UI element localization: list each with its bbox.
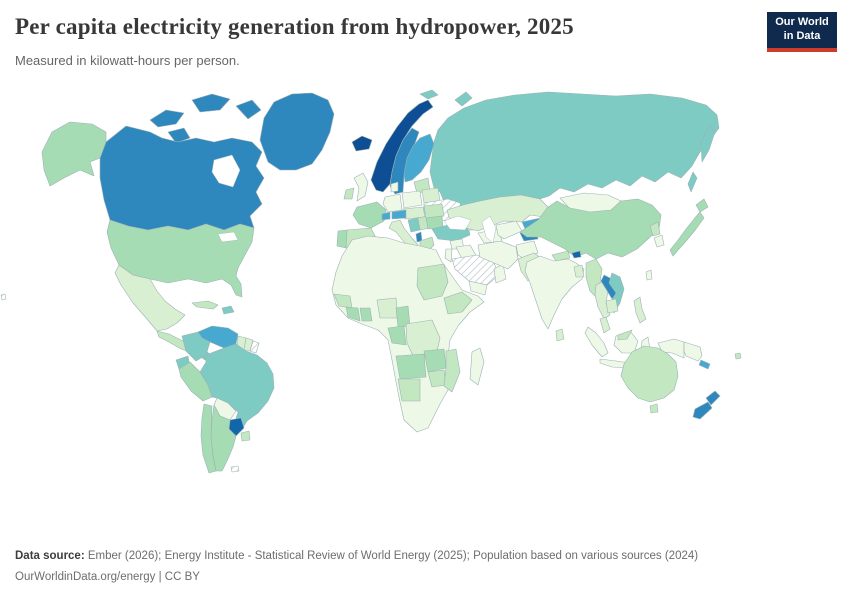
region-sudan[interactable] [416, 263, 449, 301]
chart-footer: Data source: Ember (2026); Energy Instit… [15, 546, 698, 587]
region-poland[interactable] [401, 190, 423, 209]
region-hispaniola[interactable] [221, 305, 235, 315]
region-colombia[interactable] [181, 331, 211, 362]
region-iceland[interactable] [351, 135, 373, 152]
data-source-text: Ember (2026); Energy Institute - Statist… [84, 550, 699, 562]
region-fiji[interactable] [734, 352, 742, 360]
region-gabon-congo[interactable] [387, 325, 407, 346]
region-kazakhstan[interactable] [446, 194, 549, 232]
region-united-kingdom[interactable] [353, 172, 369, 202]
hudson-bay [211, 154, 241, 188]
region-portugal[interactable] [336, 229, 348, 249]
region-new-caledonia[interactable] [698, 359, 711, 370]
region-north-korea[interactable] [649, 221, 661, 237]
region-ireland[interactable] [343, 187, 355, 200]
region-bhutan[interactable] [571, 250, 582, 259]
region-malaysia-borneo[interactable] [617, 329, 633, 341]
black-sea [443, 215, 472, 231]
region-malaysia[interactable] [599, 316, 611, 334]
region-chile[interactable] [200, 403, 217, 474]
region-kamchatka[interactable] [700, 125, 716, 163]
region-uzbekistan[interactable] [495, 220, 523, 240]
region-finland[interactable] [403, 133, 435, 183]
great-lakes [217, 231, 239, 243]
region-angola[interactable] [395, 353, 427, 380]
region-sumatra[interactable] [584, 326, 609, 358]
region-ethiopia[interactable] [443, 291, 473, 315]
region-argentina[interactable] [210, 404, 237, 472]
region-australia[interactable] [620, 345, 679, 403]
region-israel-jordan[interactable] [444, 248, 453, 263]
region-zambia[interactable] [423, 348, 447, 373]
region-ivory-coast[interactable] [345, 306, 361, 322]
region-alaska[interactable] [41, 121, 107, 187]
region-france[interactable] [352, 201, 387, 229]
region-austria[interactable] [391, 209, 407, 220]
region-mozambique[interactable] [443, 348, 461, 393]
region-tasmania[interactable] [649, 403, 659, 414]
region-yemen[interactable] [468, 280, 488, 296]
region-cambodia[interactable] [605, 298, 619, 314]
region-papua-new-guinea[interactable] [683, 341, 703, 362]
region-romania[interactable] [423, 203, 445, 219]
owid-logo-line2: in Data [783, 30, 821, 42]
owid-logo-line1: Our World [775, 16, 829, 29]
owid-logo[interactable]: Our World in Data [767, 12, 837, 52]
data-source-label: Data source: [15, 550, 85, 562]
region-switzerland[interactable] [381, 211, 391, 221]
region-greenland[interactable] [259, 92, 335, 171]
region-philippines[interactable] [633, 296, 647, 324]
region-sakhalin[interactable] [687, 171, 698, 193]
region-madagascar[interactable] [469, 347, 485, 386]
region-svalbard[interactable] [419, 89, 439, 100]
region-pacific-islet[interactable] [0, 293, 7, 301]
world-map [0, 89, 742, 474]
license-line[interactable]: OurWorldinData.org/energy | CC BY [15, 570, 200, 583]
page-title: Per capita electricity generation from h… [15, 14, 574, 39]
region-canada[interactable] [99, 125, 265, 231]
chart-subtitle: Measured in kilowatt-hours per person. [15, 53, 240, 68]
region-novaya-zemlya[interactable] [454, 91, 473, 107]
map-legend: No data 0 kWh 100 kWh 200 kWh 500 kWh 1,… [0, 478, 850, 532]
region-denmark[interactable] [390, 181, 399, 193]
region-south-korea[interactable] [653, 234, 665, 248]
region-cuba[interactable] [191, 300, 219, 310]
region-nepal[interactable] [551, 250, 571, 262]
region-french-guiana[interactable] [249, 340, 260, 354]
region-ghana[interactable] [359, 307, 373, 322]
region-uruguay[interactable] [240, 430, 251, 442]
region-nigeria[interactable] [376, 297, 399, 319]
caspian-sea [481, 215, 497, 244]
region-russia[interactable] [429, 91, 720, 211]
region-canada-arctic[interactable] [149, 93, 262, 144]
region-sri-lanka[interactable] [555, 328, 565, 342]
region-falkland-islands[interactable] [230, 465, 240, 473]
region-iran[interactable] [477, 240, 519, 270]
region-new-zealand[interactable] [692, 390, 721, 420]
region-sweden[interactable] [389, 127, 420, 195]
region-japan[interactable] [669, 198, 709, 257]
region-taiwan[interactable] [645, 269, 653, 281]
region-mexico[interactable] [114, 264, 186, 332]
region-peru[interactable] [178, 361, 213, 402]
data-source-line: Data source: Ember (2026); Energy Instit… [15, 546, 698, 567]
region-germany[interactable] [382, 193, 403, 213]
region-namibia[interactable] [397, 378, 421, 402]
region-bangladesh[interactable] [573, 264, 585, 278]
